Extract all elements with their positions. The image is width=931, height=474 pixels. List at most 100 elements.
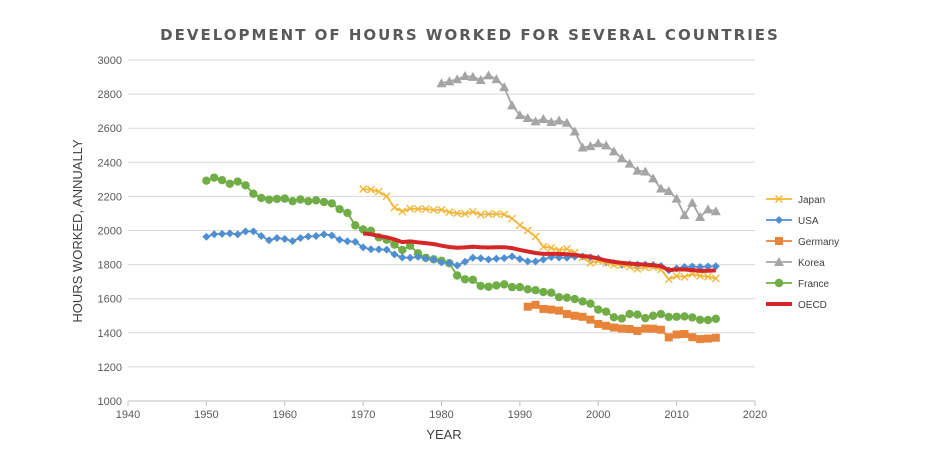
data-point-korea xyxy=(538,113,549,123)
data-point-france xyxy=(351,221,360,230)
data-point-usa xyxy=(257,231,266,240)
data-point-korea xyxy=(436,78,447,88)
data-point-france xyxy=(358,225,368,234)
data-point-usa xyxy=(272,234,281,243)
legend-label: Germany xyxy=(798,237,839,248)
data-point-france xyxy=(296,195,305,204)
data-point-france xyxy=(633,310,642,319)
y-tick-label: 3000 xyxy=(98,55,122,67)
legend-marker-germany xyxy=(775,237,783,245)
data-point-korea xyxy=(608,146,619,156)
data-point-korea xyxy=(491,74,502,84)
data-point-usa xyxy=(492,254,501,263)
data-point-usa xyxy=(351,237,360,246)
data-point-germany xyxy=(539,304,548,313)
data-point-france xyxy=(586,299,595,308)
data-point-germany xyxy=(664,333,673,342)
data-point-korea xyxy=(561,117,572,127)
x-tick-label: 1940 xyxy=(116,409,140,421)
legend-label: France xyxy=(798,279,830,290)
data-point-korea xyxy=(593,138,604,148)
data-point-korea xyxy=(522,112,533,122)
data-point-france xyxy=(648,311,658,320)
data-point-korea xyxy=(546,117,557,127)
data-point-france xyxy=(570,294,579,304)
x-tick-label: 2020 xyxy=(743,409,767,421)
data-point-japan xyxy=(562,244,571,253)
data-point-france xyxy=(492,281,501,290)
data-point-germany xyxy=(555,306,564,315)
legend-item-usa: USA xyxy=(766,216,819,227)
data-point-japan xyxy=(468,207,477,216)
legend-item-korea: Korea xyxy=(766,257,825,269)
data-point-korea xyxy=(452,74,463,84)
y-tick-label: 2600 xyxy=(98,123,122,135)
data-point-france xyxy=(617,314,626,323)
y-tick-label: 2800 xyxy=(98,89,122,101)
series-france xyxy=(202,173,721,325)
data-point-usa xyxy=(508,252,517,261)
data-point-france xyxy=(311,196,321,205)
data-point-germany xyxy=(656,325,665,334)
data-point-usa xyxy=(413,252,422,261)
data-point-japan xyxy=(672,272,681,281)
data-point-france xyxy=(594,305,603,314)
data-point-korea xyxy=(467,71,478,81)
data-point-korea xyxy=(514,110,525,120)
data-point-usa xyxy=(335,235,344,244)
data-point-usa xyxy=(468,253,477,262)
data-point-france xyxy=(515,282,525,292)
data-point-france xyxy=(241,181,250,190)
data-point-usa xyxy=(523,257,532,266)
data-point-france xyxy=(452,271,462,280)
data-point-germany xyxy=(547,305,556,314)
data-point-usa xyxy=(429,255,438,264)
data-point-japan xyxy=(531,232,540,241)
data-point-germany xyxy=(703,334,712,343)
data-point-japan xyxy=(547,243,556,252)
x-tick-label: 1990 xyxy=(508,409,532,421)
data-point-france xyxy=(578,297,587,306)
data-point-usa xyxy=(421,254,430,263)
data-point-japan xyxy=(437,205,446,214)
data-point-japan xyxy=(374,187,383,196)
data-point-germany xyxy=(688,333,697,342)
data-point-japan xyxy=(382,192,391,201)
data-point-korea xyxy=(632,165,643,175)
data-point-japan xyxy=(711,274,720,283)
data-point-france xyxy=(288,196,297,206)
y-tick-label: 2200 xyxy=(98,191,122,203)
legend-marker-japan xyxy=(775,195,783,203)
data-point-france xyxy=(335,204,344,214)
data-point-france xyxy=(507,282,517,292)
data-point-korea xyxy=(624,158,635,168)
data-point-japan xyxy=(696,271,705,280)
data-point-france xyxy=(217,176,227,185)
data-point-france xyxy=(554,292,564,302)
data-point-france xyxy=(390,240,399,249)
data-point-france xyxy=(202,176,211,185)
data-point-japan xyxy=(421,205,430,214)
data-point-japan xyxy=(429,206,438,215)
data-point-france xyxy=(539,287,548,297)
y-tick-label: 1400 xyxy=(98,328,122,340)
data-point-usa xyxy=(265,236,274,245)
data-point-korea xyxy=(601,140,612,150)
legend-item-germany: Germany xyxy=(766,237,839,248)
data-point-japan xyxy=(398,207,407,216)
data-point-korea xyxy=(499,82,510,92)
y-axis-label: HOURS WORKED, ANNUALLY xyxy=(70,139,85,323)
data-point-germany xyxy=(625,325,634,334)
data-point-usa xyxy=(280,235,289,244)
data-point-usa xyxy=(374,245,383,254)
data-point-france xyxy=(680,312,689,321)
data-point-usa xyxy=(539,255,548,264)
data-point-korea xyxy=(569,126,580,136)
data-point-korea xyxy=(663,185,674,195)
data-point-korea xyxy=(687,197,698,207)
data-point-japan xyxy=(680,272,689,281)
data-point-usa xyxy=(453,261,462,270)
data-point-usa xyxy=(398,253,407,262)
data-point-germany xyxy=(578,312,587,321)
data-point-france xyxy=(609,313,619,322)
